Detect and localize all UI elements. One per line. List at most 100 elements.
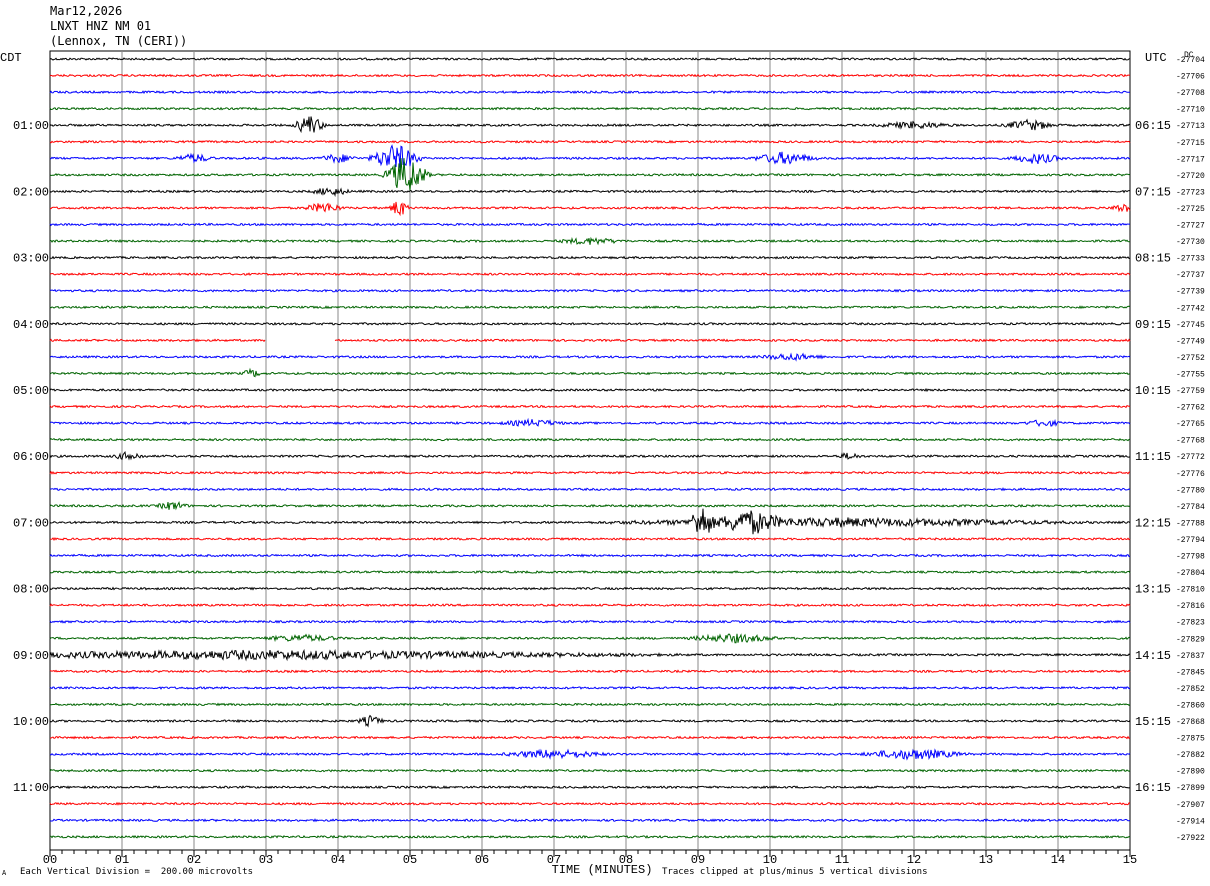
dc-offset-label: -27723	[1176, 188, 1205, 197]
trace-line	[49, 73, 1131, 78]
cdt-hour-label: 08:00	[13, 583, 49, 597]
dc-offset-label: -27914	[1176, 817, 1205, 826]
cdt-hour-label: 11:00	[13, 781, 49, 795]
station-location: (Lennox, TN (CERI))	[50, 34, 188, 48]
dc-offset-label: -27713	[1176, 122, 1205, 131]
trace-line	[49, 352, 1131, 362]
utc-hour-label: 15:15	[1135, 715, 1171, 729]
dc-label: DC	[1184, 51, 1194, 60]
trace-line	[49, 553, 1131, 558]
trace-line	[49, 603, 1131, 608]
cdt-hour-label: 07:00	[13, 516, 49, 530]
axis-labels: 00 01 02 03 04 05 06 07 08 09 10 11 12 13 14 15 CDT UTC DC…	[0, 51, 1205, 867]
trace-line	[49, 116, 1131, 134]
dc-offset-label: -27706	[1176, 73, 1205, 82]
dc-offset-label: -27717	[1176, 155, 1205, 164]
scale-note: Each Vertical Division = 200.00 microvol…	[20, 867, 253, 877]
right-axis-label: UTC	[1145, 51, 1167, 65]
dc-offset-label: -27890	[1176, 768, 1205, 777]
trace-line	[49, 785, 1131, 790]
dc-offset-label: -27733	[1176, 255, 1205, 264]
corner-mark: A	[2, 869, 7, 877]
dc-offset-label: -27875	[1176, 735, 1205, 744]
x-tick-label: 05	[403, 853, 417, 867]
trace-line	[49, 501, 1131, 511]
dc-offset-label: -27708	[1176, 89, 1205, 98]
trace-line	[49, 619, 1131, 624]
dc-offset-label: -27868	[1176, 718, 1205, 727]
dc-offset-label: -27823	[1176, 619, 1205, 628]
trace-line	[49, 669, 1131, 674]
cdt-hour-label: 04:00	[13, 318, 49, 332]
x-tick-label: 15	[1123, 853, 1137, 867]
trace-line	[49, 367, 1131, 378]
cdt-hour-label: 01:00	[13, 119, 49, 133]
dc-offset-label: -27739	[1176, 288, 1205, 297]
dc-offset-label: -27715	[1176, 139, 1205, 148]
dc-offset-label: -27776	[1176, 470, 1205, 479]
trace-line	[49, 139, 1131, 144]
utc-hour-label: 06:15	[1135, 119, 1171, 133]
dc-offset-label: -27727	[1176, 222, 1205, 231]
utc-hour-label: 07:15	[1135, 185, 1171, 199]
dc-offset-label: -27737	[1176, 271, 1205, 280]
clip-note: Traces clipped at plus/minus 5 vertical …	[662, 867, 928, 877]
trace-line	[49, 508, 1131, 535]
dc-offset-label: -27762	[1176, 404, 1205, 413]
station-code: LNXT HNZ NM 01	[50, 19, 152, 33]
dc-offset-label: -27720	[1176, 172, 1205, 181]
x-tick-label: 07	[547, 853, 561, 867]
x-tick-label: 12	[907, 853, 921, 867]
utc-hour-label: 09:15	[1135, 318, 1171, 332]
dc-offset-label: -27852	[1176, 685, 1205, 694]
utc-hour-label: 10:15	[1135, 384, 1171, 398]
utc-hour-label: 12:15	[1135, 516, 1171, 530]
trace-line	[49, 305, 1131, 310]
cdt-hour-label: 03:00	[13, 252, 49, 266]
x-tick-label: 03	[259, 853, 273, 867]
cdt-hour-label: 10:00	[13, 715, 49, 729]
trace-line	[49, 404, 1131, 409]
trace-line	[49, 144, 1131, 168]
dc-offset-label: -27899	[1176, 784, 1205, 793]
trace-line	[49, 417, 1131, 428]
dc-offset-label: -27780	[1176, 486, 1205, 495]
dc-offset-label: -27752	[1176, 354, 1205, 363]
trace-line	[49, 272, 1131, 277]
trace-line	[49, 487, 1131, 492]
dc-offset-label: -27829	[1176, 635, 1205, 644]
dc-offset-label: -27755	[1176, 370, 1205, 379]
trace-line	[49, 536, 1131, 541]
dc-offset-label: -27772	[1176, 453, 1205, 462]
trace-line	[49, 470, 1131, 475]
seismic-traces	[49, 56, 1131, 839]
chart-grid	[49, 50, 1131, 857]
x-axis-label: TIME (MINUTES)	[552, 863, 653, 877]
trace-line	[49, 570, 1131, 575]
x-tick-label: 14	[1051, 853, 1065, 867]
trace-line	[49, 801, 1131, 806]
x-tick-label: 00	[43, 853, 57, 867]
trace-line	[49, 437, 1131, 442]
dc-offset-label: -27798	[1176, 553, 1205, 562]
x-tick-label: 01	[115, 853, 129, 867]
trace-line	[49, 56, 1131, 61]
cdt-hour-label: 09:00	[13, 649, 49, 663]
dc-offset-label: -27860	[1176, 701, 1205, 710]
trace-line	[49, 685, 1131, 691]
dc-offset-label: -27725	[1176, 205, 1205, 214]
dc-offset-label: -27837	[1176, 652, 1205, 661]
trace-line	[49, 90, 1130, 95]
utc-hour-label: 14:15	[1135, 649, 1171, 663]
x-tick-label: 02	[187, 853, 201, 867]
x-tick-label: 04	[331, 853, 345, 867]
utc-hour-label: 13:15	[1135, 583, 1171, 597]
x-tick-label: 10	[763, 853, 777, 867]
dc-offset-label: -27845	[1176, 668, 1205, 677]
dc-offset-label: -27768	[1176, 437, 1205, 446]
x-tick-label: 11	[835, 853, 849, 867]
x-tick-label: 06	[475, 853, 489, 867]
trace-line	[49, 768, 1131, 773]
trace-line	[49, 387, 1131, 393]
